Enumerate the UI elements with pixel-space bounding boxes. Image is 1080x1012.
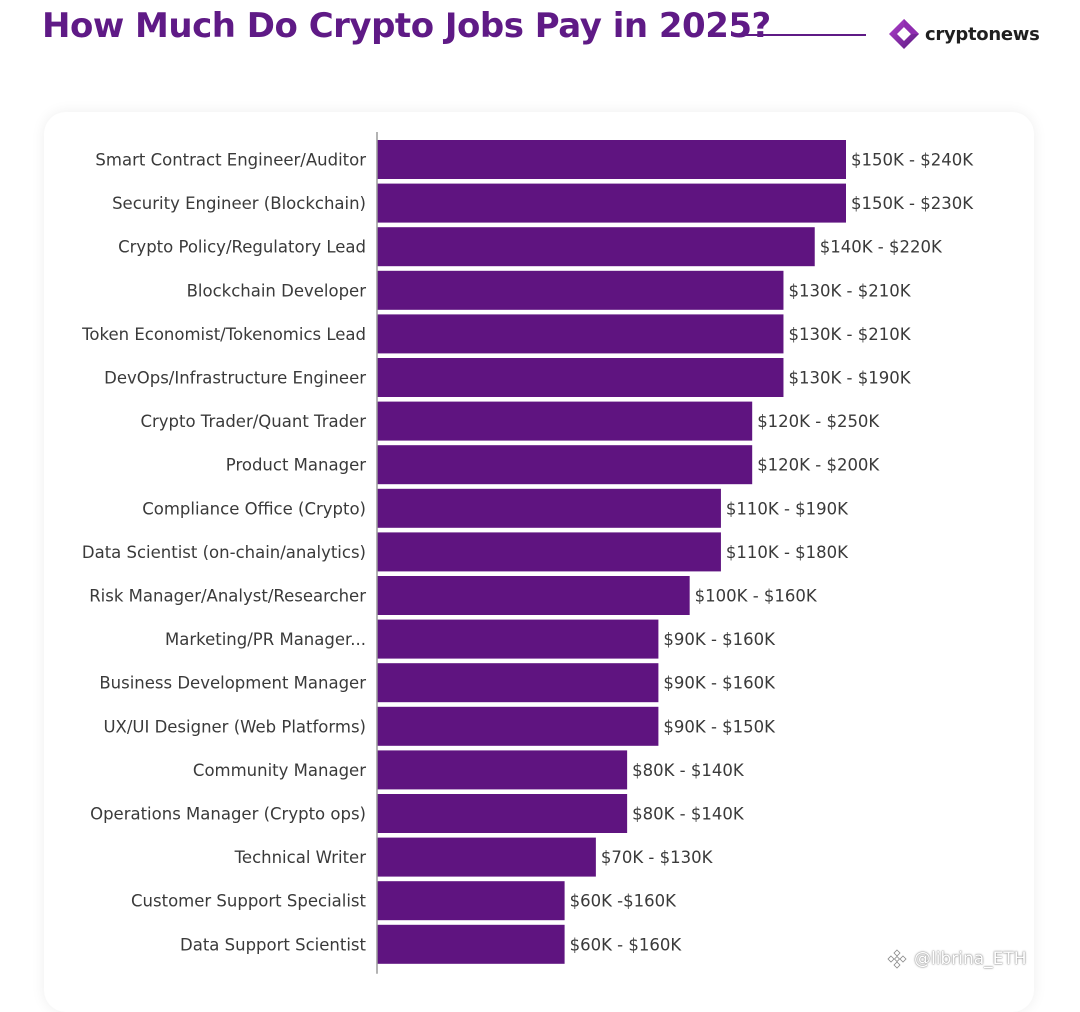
brand[interactable]: cryptonews xyxy=(888,16,1040,52)
brand-name: cryptonews xyxy=(925,23,1040,45)
data-label: $90K - $160K xyxy=(663,674,776,693)
value-labels: $150K - $240K $150K - $230K $140K - $220K $… xyxy=(570,151,975,955)
category-label: Smart Contract Engineer/Auditor xyxy=(95,151,366,170)
data-label: $100K - $160K xyxy=(695,587,818,606)
chart-card: Smart Contract Engineer/Auditor Security … xyxy=(44,112,1034,1012)
bar-14 xyxy=(377,706,659,746)
bar-3 xyxy=(377,227,815,267)
data-label: $130K - $210K xyxy=(788,281,911,300)
binance-logo-icon xyxy=(887,949,907,969)
data-label: $130K - $210K xyxy=(788,325,911,344)
category-label: Security Engineer (Blockchain) xyxy=(112,194,366,213)
category-label: Business Development Manager xyxy=(99,674,366,693)
category-label: Community Manager xyxy=(193,761,366,780)
category-label: Operations Manager (Crypto ops) xyxy=(90,805,366,824)
data-label: $150K - $240K xyxy=(851,151,974,170)
page-title: How Much Do Crypto Jobs Pay in 2025? xyxy=(42,6,771,46)
data-label: $70K - $130K xyxy=(601,848,714,867)
category-label: Risk Manager/Analyst/Researcher xyxy=(89,587,366,606)
data-label: $60K -$160K xyxy=(570,892,678,911)
bar-1 xyxy=(377,140,846,179)
data-label: $90K - $160K xyxy=(663,630,776,649)
data-label: $80K - $140K xyxy=(632,805,745,824)
cryptonews-logo-icon xyxy=(889,19,919,49)
bar-9 xyxy=(377,488,721,528)
bar-15 xyxy=(377,750,628,790)
bars-layer xyxy=(377,140,846,964)
watermark: @librina_ETH xyxy=(886,948,1027,970)
bar-4 xyxy=(377,270,784,310)
bar-17 xyxy=(377,837,596,877)
data-label: $140K - $220K xyxy=(820,238,943,257)
category-label: Token Economist/Tokenomics Lead xyxy=(81,325,366,344)
bar-11 xyxy=(377,576,690,615)
bar-18 xyxy=(377,881,565,921)
bar-7 xyxy=(377,401,753,441)
watermark-text: @librina_ETH xyxy=(914,949,1027,969)
bar-13 xyxy=(377,663,659,703)
category-label: Customer Support Specialist xyxy=(131,892,366,911)
chart: Smart Contract Engineer/Auditor Security … xyxy=(81,132,975,974)
bar-12 xyxy=(377,619,659,659)
data-label: $150K - $230K xyxy=(851,194,974,213)
category-label: DevOps/Infrastructure Engineer xyxy=(104,369,366,388)
bar-2 xyxy=(377,183,846,223)
data-label: $80K - $140K xyxy=(632,761,745,780)
category-label: Marketing/PR Manager... xyxy=(165,630,366,649)
category-labels: Smart Contract Engineer/Auditor Security … xyxy=(81,151,366,955)
bar-19 xyxy=(377,924,565,964)
data-label: $110K - $180K xyxy=(726,543,849,562)
data-label: $60K - $160K xyxy=(570,935,683,954)
category-label: Compliance Office (Crypto) xyxy=(142,499,366,518)
data-label: $90K - $150K xyxy=(663,717,776,736)
data-label: $120K - $200K xyxy=(757,456,880,475)
category-label: Data Support Scientist xyxy=(180,935,367,954)
bar-10 xyxy=(377,532,721,572)
category-label: Crypto Policy/Regulatory Lead xyxy=(118,238,366,257)
bar-6 xyxy=(377,358,784,397)
category-label: Data Scientist (on-chain/analytics) xyxy=(82,543,366,562)
category-label: Technical Writer xyxy=(234,848,367,867)
bar-8 xyxy=(377,445,753,485)
bar-5 xyxy=(377,314,784,354)
bar-16 xyxy=(377,794,628,833)
category-label: Blockchain Developer xyxy=(187,281,367,300)
data-label: $130K - $190K xyxy=(788,369,911,388)
category-label: Crypto Trader/Quant Trader xyxy=(140,412,366,431)
title-divider xyxy=(740,34,866,36)
category-label: Product Manager xyxy=(226,456,366,475)
category-label: UX/UI Designer (Web Platforms) xyxy=(103,717,366,736)
data-label: $110K - $190K xyxy=(726,499,849,518)
data-label: $120K - $250K xyxy=(757,412,880,431)
